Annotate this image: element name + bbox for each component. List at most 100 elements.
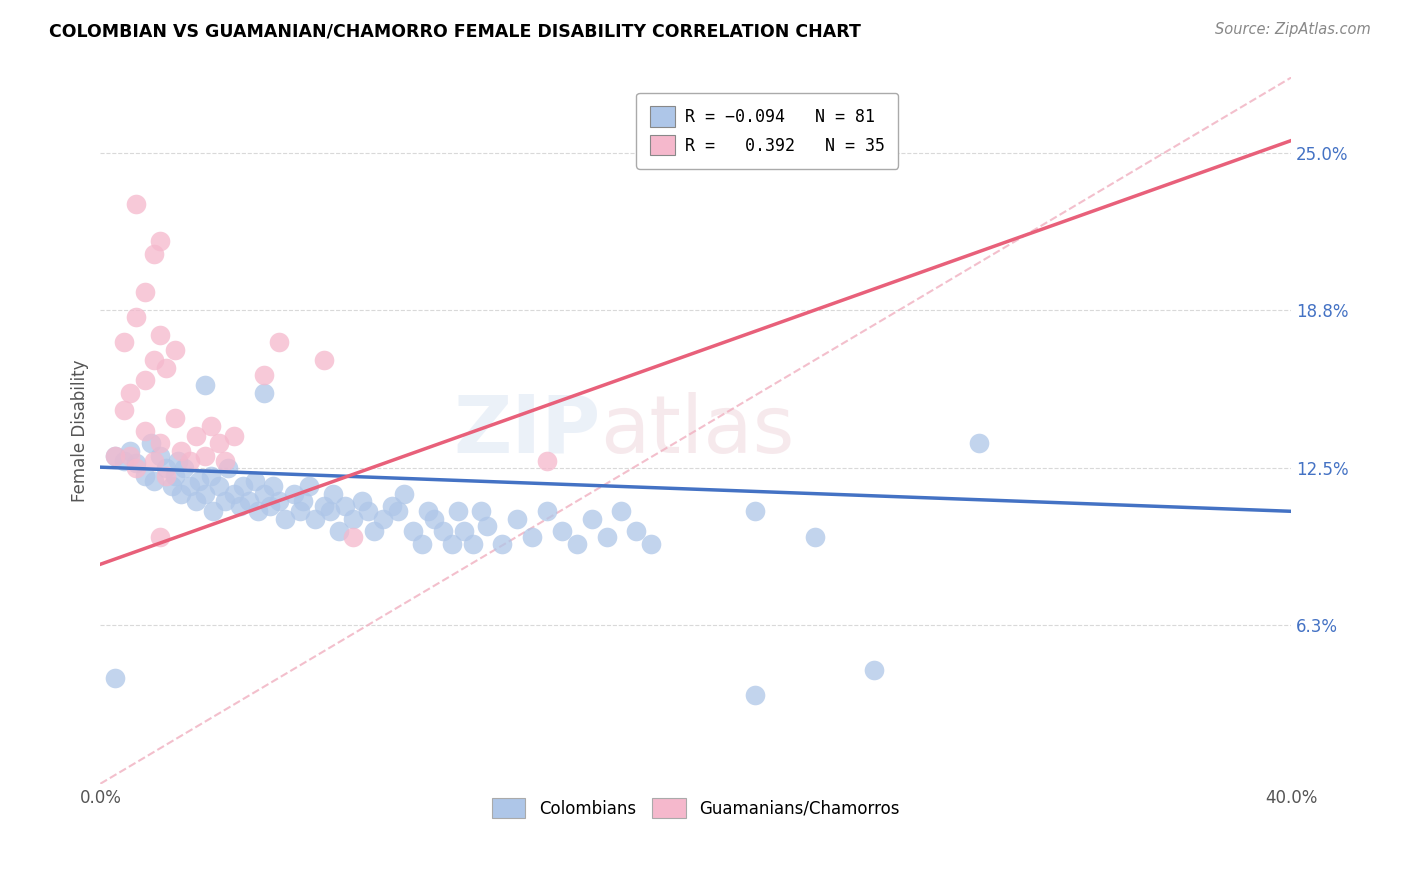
Point: [298, 479, 321, 493]
Point: [155, 469, 177, 483]
Point: [224, 428, 246, 442]
Point: [744, 504, 766, 518]
Point: [423, 512, 446, 526]
Point: [402, 524, 425, 539]
Point: [184, 428, 207, 442]
Point: [163, 469, 186, 483]
Point: [238, 494, 260, 508]
Point: [163, 411, 186, 425]
Point: [149, 436, 172, 450]
Text: atlas: atlas: [600, 392, 794, 469]
Point: [253, 368, 276, 383]
Point: [125, 196, 148, 211]
Point: [200, 418, 222, 433]
Point: [200, 469, 222, 483]
Point: [142, 247, 165, 261]
Point: [440, 537, 463, 551]
Point: [134, 469, 156, 483]
Point: [381, 500, 404, 514]
Point: [328, 524, 350, 539]
Point: [163, 343, 186, 357]
Point: [288, 504, 311, 518]
Point: [229, 500, 252, 514]
Point: [193, 486, 215, 500]
Point: [967, 436, 990, 450]
Point: [166, 454, 188, 468]
Point: [170, 443, 193, 458]
Point: [565, 537, 588, 551]
Point: [193, 378, 215, 392]
Point: [125, 461, 148, 475]
Point: [536, 454, 558, 468]
Point: [274, 512, 297, 526]
Point: [179, 479, 201, 493]
Point: [104, 449, 127, 463]
Point: [193, 449, 215, 463]
Point: [291, 494, 314, 508]
Point: [160, 479, 183, 493]
Point: [804, 529, 827, 543]
Point: [104, 449, 127, 463]
Point: [595, 529, 617, 543]
Point: [184, 494, 207, 508]
Point: [120, 449, 142, 463]
Point: [318, 504, 340, 518]
Point: [253, 486, 276, 500]
Point: [142, 474, 165, 488]
Point: [120, 443, 142, 458]
Point: [626, 524, 648, 539]
Point: [446, 504, 468, 518]
Text: ZIP: ZIP: [453, 392, 600, 469]
Point: [304, 512, 326, 526]
Point: [411, 537, 433, 551]
Point: [283, 486, 305, 500]
Point: [392, 486, 415, 500]
Point: [173, 461, 195, 475]
Point: [342, 529, 364, 543]
Point: [520, 529, 543, 543]
Point: [142, 353, 165, 368]
Point: [506, 512, 529, 526]
Point: [149, 529, 172, 543]
Point: [125, 456, 148, 470]
Point: [134, 285, 156, 299]
Point: [149, 449, 172, 463]
Point: [120, 385, 142, 400]
Point: [387, 504, 409, 518]
Point: [112, 403, 135, 417]
Point: [142, 454, 165, 468]
Point: [232, 479, 254, 493]
Point: [217, 461, 239, 475]
Point: [125, 310, 148, 324]
Point: [322, 486, 344, 500]
Point: [432, 524, 454, 539]
Point: [461, 537, 484, 551]
Point: [214, 494, 236, 508]
Legend: Colombians, Guamanians/Chamorros: Colombians, Guamanians/Chamorros: [485, 791, 907, 825]
Point: [134, 424, 156, 438]
Point: [262, 479, 284, 493]
Y-axis label: Female Disability: Female Disability: [72, 359, 89, 502]
Point: [187, 474, 209, 488]
Point: [342, 512, 364, 526]
Point: [134, 373, 156, 387]
Point: [208, 479, 231, 493]
Point: [581, 512, 603, 526]
Point: [179, 454, 201, 468]
Point: [104, 671, 127, 685]
Point: [610, 504, 633, 518]
Point: [363, 524, 385, 539]
Point: [112, 454, 135, 468]
Point: [208, 436, 231, 450]
Point: [170, 486, 193, 500]
Point: [551, 524, 574, 539]
Point: [224, 486, 246, 500]
Point: [536, 504, 558, 518]
Point: [247, 504, 270, 518]
Point: [453, 524, 475, 539]
Point: [373, 512, 395, 526]
Point: [259, 500, 281, 514]
Point: [267, 494, 290, 508]
Point: [253, 385, 276, 400]
Text: Source: ZipAtlas.com: Source: ZipAtlas.com: [1215, 22, 1371, 37]
